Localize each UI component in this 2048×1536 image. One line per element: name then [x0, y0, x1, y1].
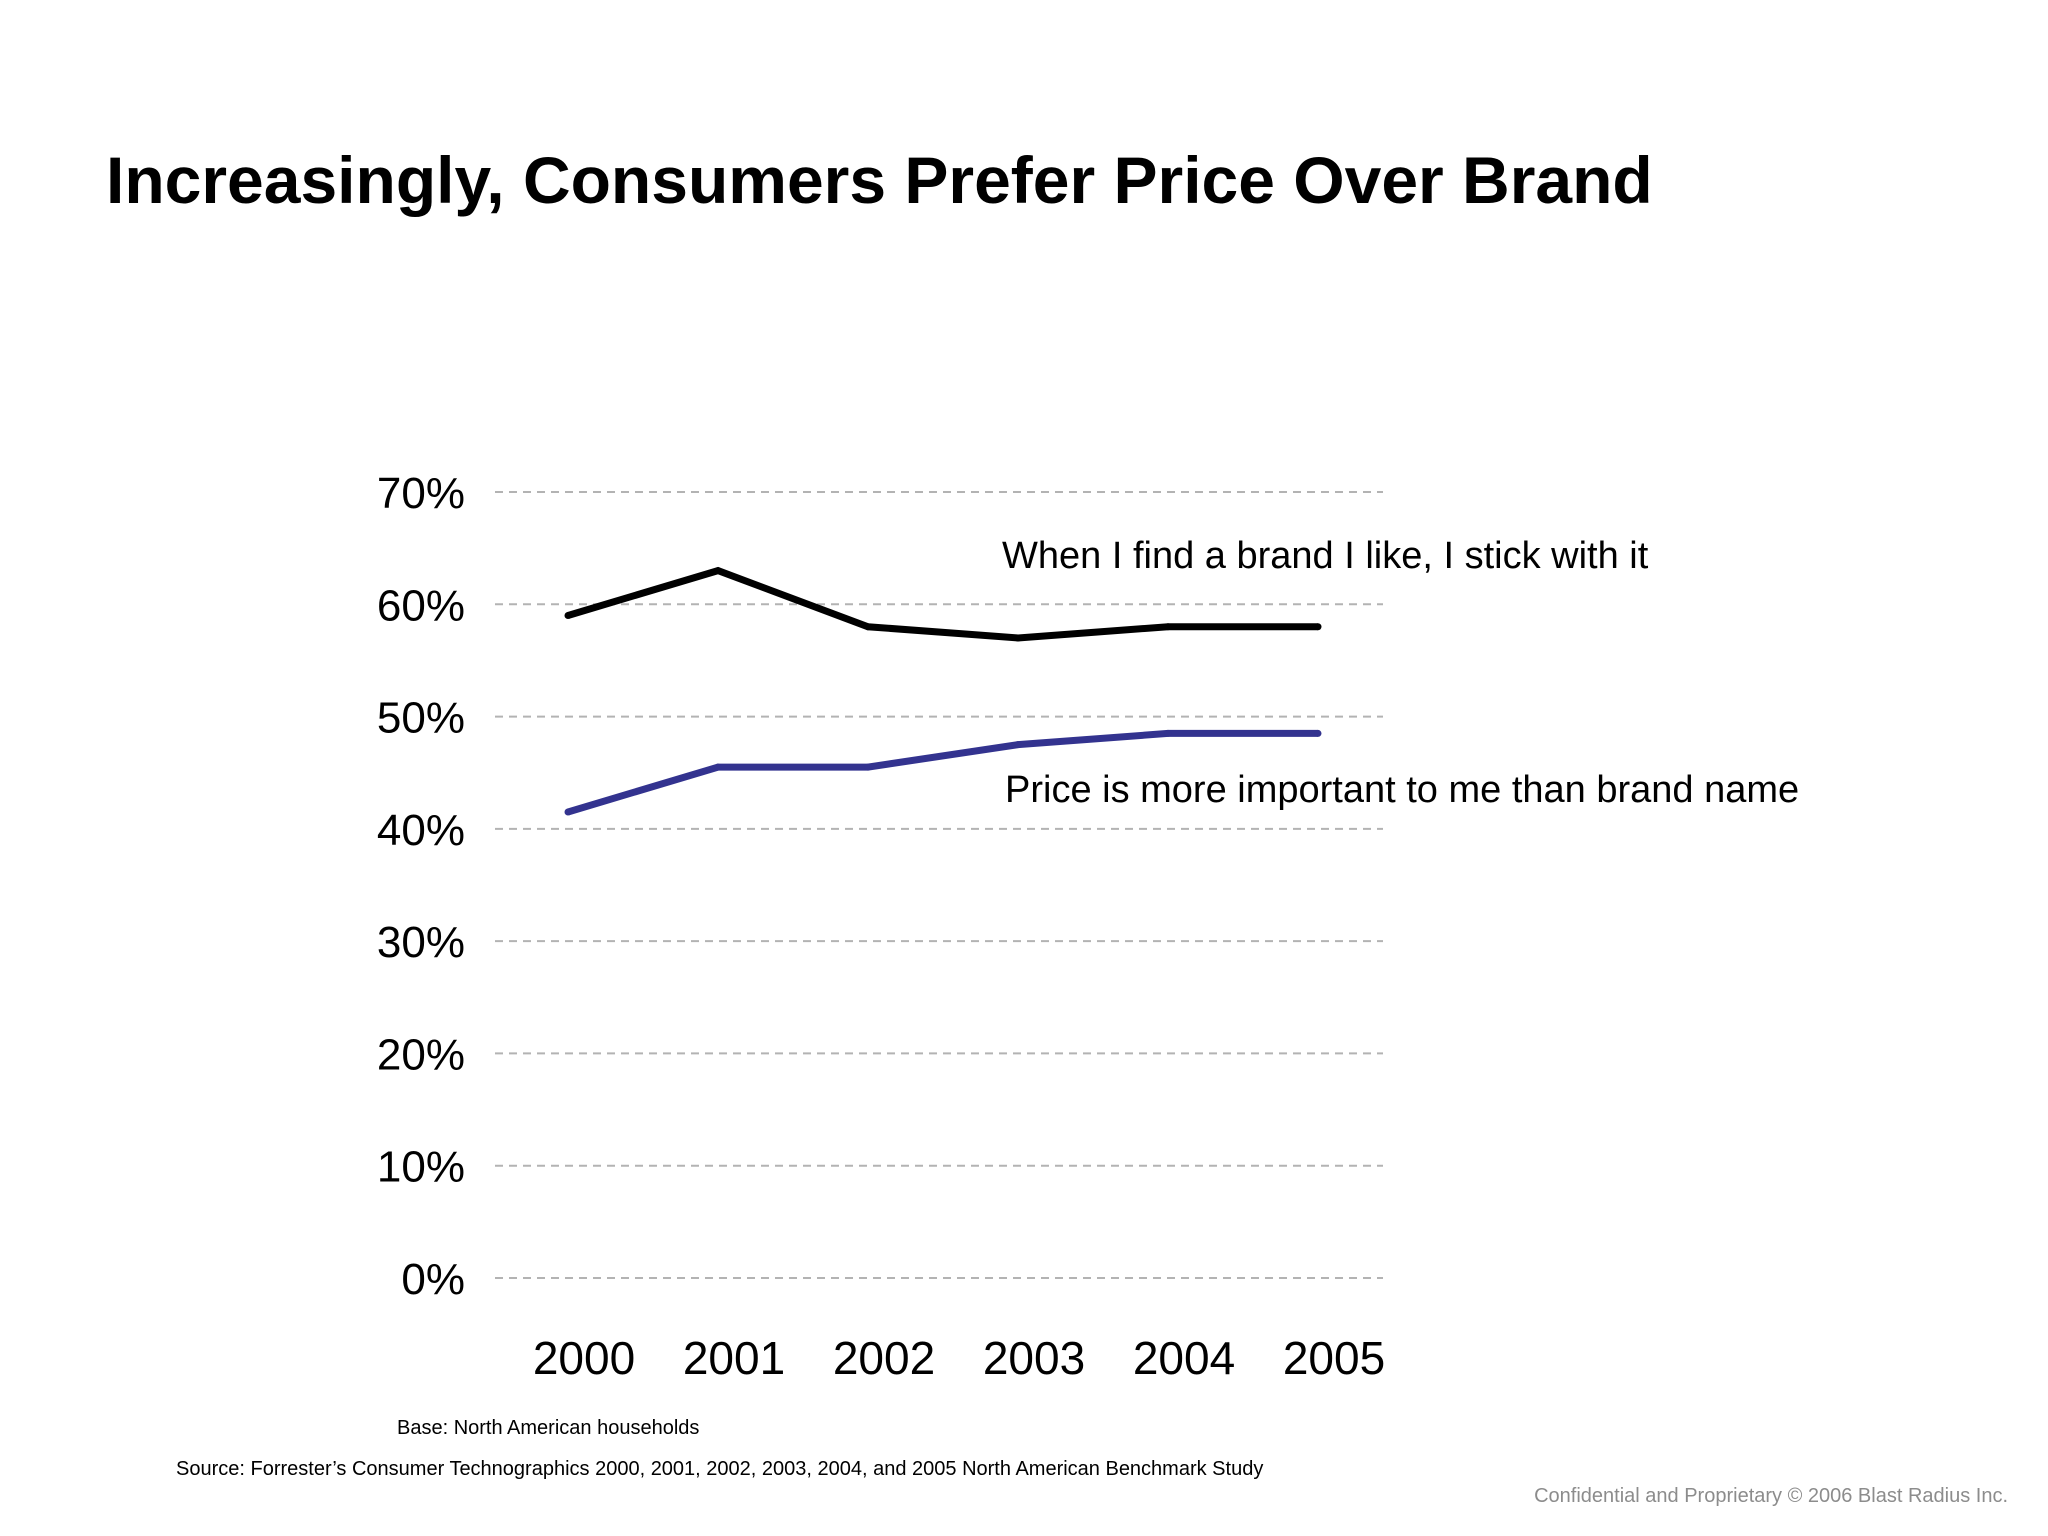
x-tick-label: 2003	[983, 1332, 1085, 1384]
data-point	[865, 623, 872, 630]
y-tick-label: 40%	[377, 806, 465, 855]
source-note: Source: Forrester’s Consumer Technograph…	[176, 1457, 1263, 1481]
data-point	[1315, 623, 1322, 630]
series-label-1: When I find a brand I like, I stick with…	[1002, 535, 1649, 577]
y-tick-label: 30%	[377, 918, 465, 967]
series-labels: When I find a brand I like, I stick with…	[1002, 535, 1799, 811]
x-tick-label: 2001	[683, 1332, 785, 1384]
y-tick-label: 10%	[377, 1143, 465, 1192]
confidentiality-footer: Confidential and Proprietary © 2006 Blas…	[1534, 1484, 2008, 1508]
y-axis-tick-labels: 0% 10% 20% 30% 40% 50% 60% 70%	[377, 469, 465, 1304]
base-note: Base: North American households	[397, 1416, 699, 1440]
y-tick-label: 0%	[401, 1255, 465, 1304]
y-tick-label: 50%	[377, 694, 465, 743]
y-tick-label: 20%	[377, 1030, 465, 1079]
data-point	[1165, 623, 1172, 630]
data-point	[565, 612, 572, 619]
data-point	[565, 809, 572, 816]
y-tick-label: 60%	[377, 581, 465, 630]
data-point	[715, 764, 722, 771]
gridlines	[495, 492, 1383, 1278]
y-tick-label: 70%	[377, 469, 465, 518]
data-point	[1015, 741, 1022, 748]
data-point	[715, 567, 722, 574]
x-tick-label: 2005	[1283, 1332, 1385, 1384]
data-point	[1015, 634, 1022, 641]
series-label-2: Price is more important to me than brand…	[1005, 769, 1799, 811]
data-point	[1165, 730, 1172, 737]
data-point	[865, 764, 872, 771]
x-tick-label: 2002	[833, 1332, 935, 1384]
data-point	[1315, 730, 1322, 737]
x-axis-tick-labels: 2000 2001 2002 2003 2004 2005	[533, 1332, 1385, 1384]
x-tick-label: 2000	[533, 1332, 635, 1384]
x-tick-label: 2004	[1133, 1332, 1235, 1384]
